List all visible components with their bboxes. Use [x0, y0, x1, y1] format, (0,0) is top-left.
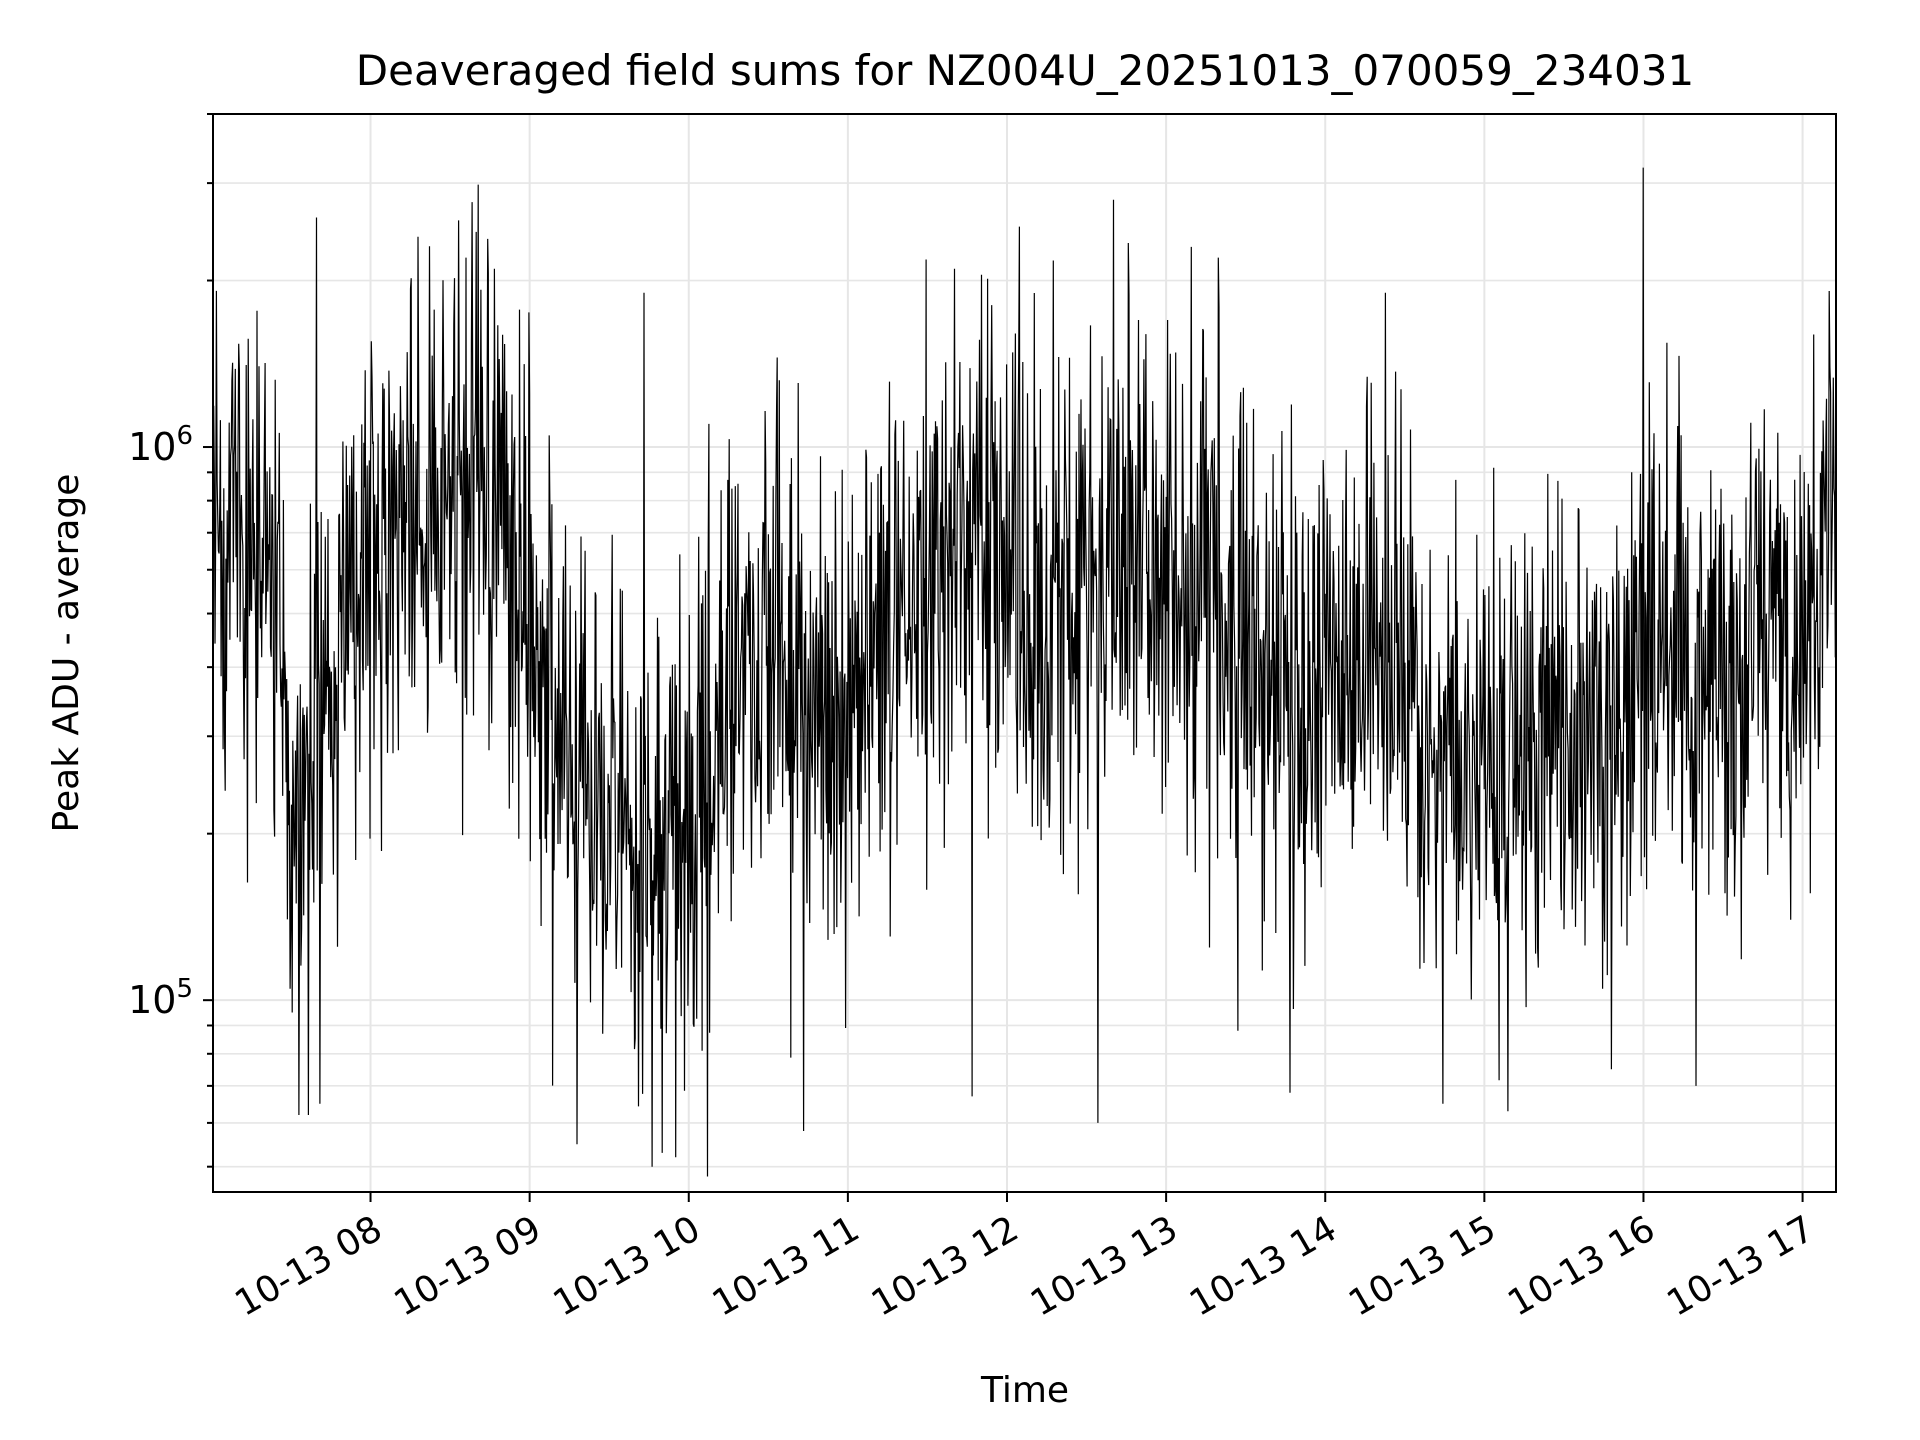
- plot-frame: [212, 113, 1837, 1193]
- y-tick-label-exponent: 5: [176, 974, 193, 1004]
- chart-title: Deaveraged field sums for NZ004U_2025101…: [356, 46, 1694, 95]
- series-line: [212, 167, 1837, 1177]
- y-tick-label: 106: [128, 421, 193, 469]
- y-tick-label-base: 10: [128, 978, 176, 1022]
- data-line-group: [212, 167, 1837, 1177]
- y-tick-label-base: 10: [128, 425, 176, 469]
- y-tick-label-exponent: 6: [176, 421, 193, 451]
- y-axis-label: Peak ADU - average: [46, 474, 87, 833]
- y-tick-label: 105: [128, 974, 193, 1022]
- x-axis-label: Time: [980, 1370, 1069, 1411]
